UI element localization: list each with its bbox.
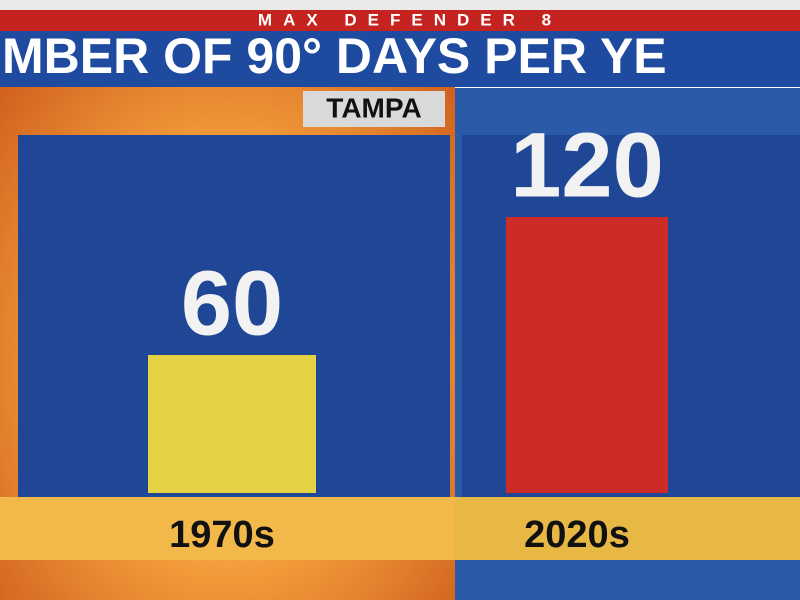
bar	[506, 217, 668, 493]
subtitle-box	[303, 91, 445, 127]
category-label: 1970s	[169, 514, 275, 556]
bar	[148, 355, 316, 493]
chart-title: MBER OF 90° DAYS PER YE	[2, 28, 667, 84]
header-bar	[0, 10, 800, 31]
value-label: 120	[510, 114, 664, 216]
right-category-band	[455, 497, 800, 560]
top-strip	[0, 0, 800, 12]
subtitle: TAMPA	[326, 92, 421, 123]
value-label: 60	[181, 252, 283, 354]
header: MAX DEFENDER 8	[258, 10, 562, 29]
left-category-band	[0, 497, 455, 560]
category-label: 2020s	[524, 514, 630, 556]
title-bar	[0, 31, 800, 87]
